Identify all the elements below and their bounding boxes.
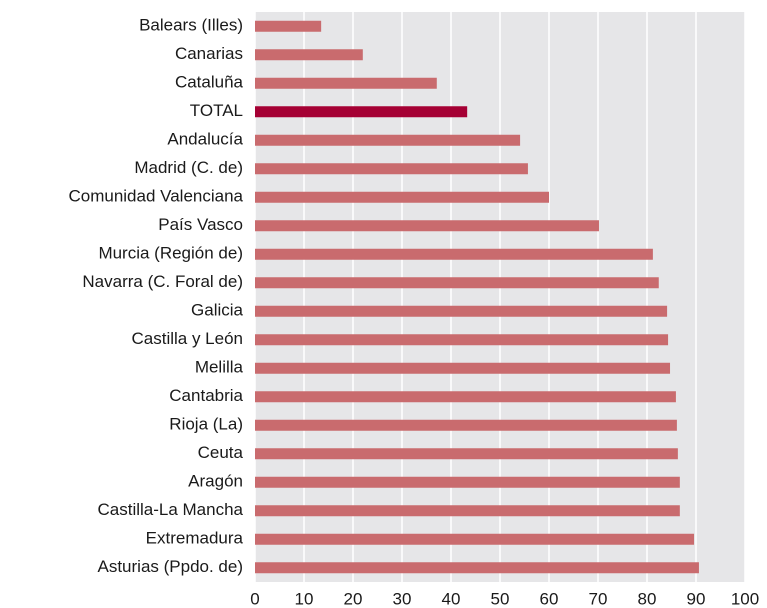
bar [255,277,659,289]
y-tick-label: Asturias (Ppdo. de) [97,557,243,576]
y-tick-label: Andalucía [167,130,243,149]
bar [255,334,669,346]
x-tick-label: 60 [540,589,559,608]
x-tick-label: 70 [589,589,608,608]
x-tick-label: 40 [442,589,461,608]
y-tick-label: Melilla [195,358,244,377]
bar [255,533,695,545]
y-tick-label: Navarra (C. Foral de) [82,272,243,291]
x-tick-label: 80 [638,589,657,608]
bar [255,134,521,146]
bar [255,562,699,574]
bar [255,191,549,203]
bar [255,391,676,403]
y-tick-label: Aragón [188,472,243,491]
bar [255,106,468,118]
bar [255,505,680,517]
bar [255,305,668,317]
bar [255,248,653,260]
y-tick-label: Castilla-La Mancha [97,500,243,519]
y-tick-label: Madrid (C. de) [134,158,243,177]
bar [255,20,322,32]
x-tick-label: 50 [491,589,510,608]
y-tick-label: Cantabria [169,386,243,405]
x-tick-label: 100 [731,589,759,608]
bar [255,362,671,374]
x-tick-label: 90 [687,589,706,608]
y-tick-label: País Vasco [158,215,243,234]
y-tick-label: Galicia [191,301,244,320]
bar [255,49,363,61]
x-tick-label: 20 [344,589,363,608]
bar [255,476,680,488]
bar [255,77,437,89]
y-tick-label: Canarias [175,44,243,63]
x-tick-label: 30 [393,589,412,608]
y-tick-label: TOTAL [190,101,243,120]
y-tick-label: Balears (Illes) [139,16,243,35]
bar [255,448,678,460]
y-tick-label: Rioja (La) [169,415,243,434]
y-tick-label: Extremadura [146,529,244,548]
x-tick-label: 10 [295,589,314,608]
y-tick-label: Comunidad Valenciana [68,187,243,206]
bar [255,220,599,232]
y-tick-label: Murcia (Región de) [98,244,243,263]
y-tick-label: Cataluña [175,73,244,92]
bar [255,163,528,175]
y-tick-label: Castilla y León [131,329,243,348]
x-tick-label: 0 [250,589,259,608]
y-tick-label: Ceuta [198,443,244,462]
bar [255,419,677,431]
